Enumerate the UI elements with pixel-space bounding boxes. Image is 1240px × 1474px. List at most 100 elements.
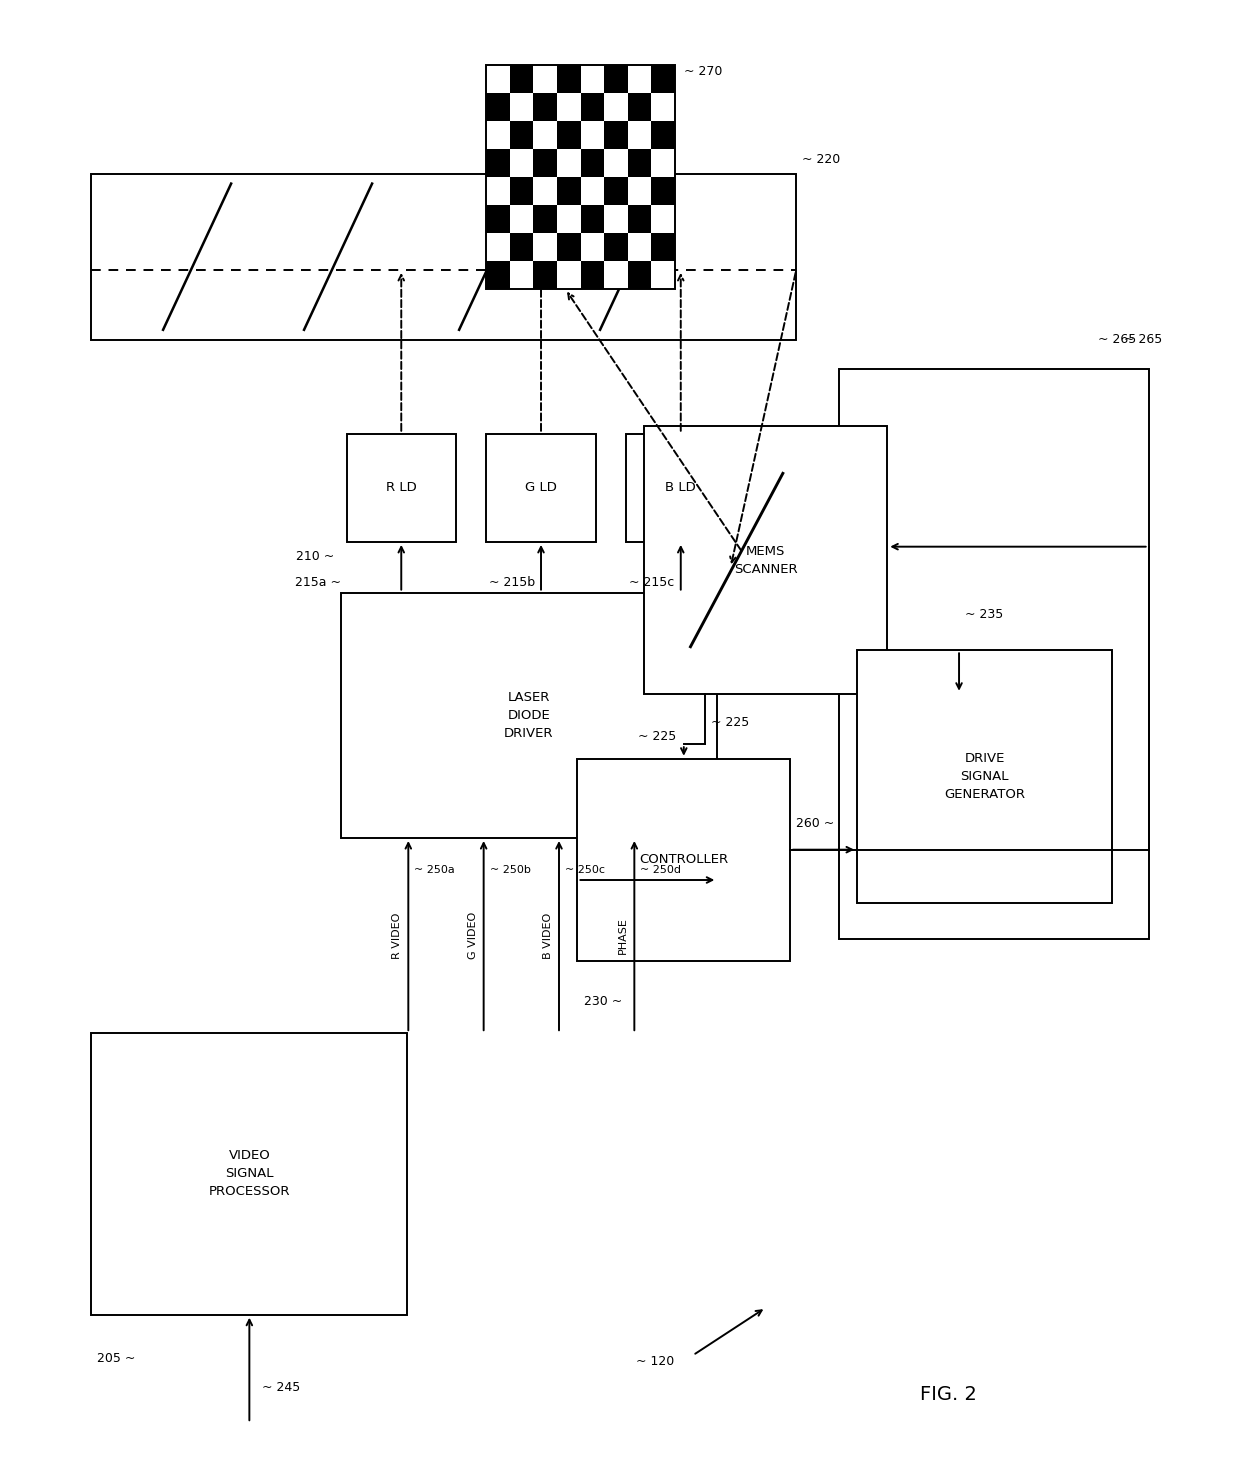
Text: 210 ~: 210 ~	[296, 550, 335, 563]
Bar	[557, 65, 580, 93]
Bar	[580, 261, 604, 289]
Text: G LD: G LD	[525, 482, 557, 494]
Text: ~ 245: ~ 245	[262, 1381, 300, 1393]
Bar	[580, 205, 604, 233]
Bar	[510, 65, 533, 93]
Bar	[580, 233, 604, 261]
Bar	[486, 93, 510, 121]
Text: VIDEO
SIGNAL
PROCESSOR: VIDEO SIGNAL PROCESSOR	[208, 1150, 290, 1198]
Bar	[486, 433, 595, 542]
Text: 205 ~: 205 ~	[98, 1352, 136, 1365]
Bar	[486, 149, 510, 177]
Bar	[627, 93, 651, 121]
Bar	[604, 121, 627, 149]
Bar	[838, 368, 1148, 939]
Text: ~ 250a: ~ 250a	[414, 865, 455, 876]
Bar	[533, 65, 557, 93]
Bar	[578, 759, 790, 961]
Bar	[510, 149, 533, 177]
Bar	[486, 205, 510, 233]
Bar	[627, 261, 651, 289]
Text: 230 ~: 230 ~	[584, 995, 621, 1008]
Text: PHASE: PHASE	[619, 917, 629, 954]
Bar	[651, 121, 675, 149]
Bar	[627, 65, 651, 93]
Bar	[533, 261, 557, 289]
Text: CONTROLLER: CONTROLLER	[640, 853, 728, 867]
Bar	[580, 93, 604, 121]
Bar	[604, 177, 627, 205]
Text: ~ 215b: ~ 215b	[489, 576, 534, 590]
Text: ~ 225: ~ 225	[712, 716, 749, 730]
Bar	[580, 177, 604, 205]
Bar	[341, 593, 717, 839]
Text: DRIVE
SIGNAL
GENERATOR: DRIVE SIGNAL GENERATOR	[944, 752, 1025, 802]
Bar	[510, 233, 533, 261]
Bar	[627, 149, 651, 177]
Text: LASER
DIODE
DRIVER: LASER DIODE DRIVER	[505, 691, 553, 740]
Bar	[533, 177, 557, 205]
Text: MEMS
SCANNER: MEMS SCANNER	[734, 544, 797, 575]
Text: ~ 215c: ~ 215c	[629, 576, 673, 590]
Bar	[92, 174, 796, 340]
Text: ~ 235: ~ 235	[966, 607, 1003, 621]
Bar	[857, 650, 1112, 904]
Bar	[580, 65, 604, 93]
Bar	[557, 149, 580, 177]
Bar	[626, 433, 735, 542]
Bar	[651, 93, 675, 121]
Bar	[486, 121, 510, 149]
Text: ~ 250c: ~ 250c	[565, 865, 605, 876]
Text: ~ 270: ~ 270	[684, 65, 723, 78]
Bar	[510, 121, 533, 149]
Bar	[346, 433, 456, 542]
Bar	[651, 177, 675, 205]
Bar	[557, 121, 580, 149]
Text: ~ 265: ~ 265	[1099, 333, 1136, 346]
Bar	[557, 233, 580, 261]
Bar	[651, 205, 675, 233]
Text: ~ 220: ~ 220	[802, 153, 841, 165]
Bar	[486, 261, 510, 289]
Text: B LD: B LD	[666, 482, 696, 494]
Text: R VIDEO: R VIDEO	[392, 912, 402, 958]
Bar	[604, 93, 627, 121]
Bar	[651, 149, 675, 177]
Bar	[651, 65, 675, 93]
Bar	[533, 121, 557, 149]
Text: ~ 265: ~ 265	[1125, 333, 1163, 346]
Bar	[604, 261, 627, 289]
Bar	[627, 121, 651, 149]
Bar	[510, 93, 533, 121]
Bar	[486, 233, 510, 261]
Bar	[604, 65, 627, 93]
Bar	[486, 65, 510, 93]
Bar	[533, 205, 557, 233]
Bar	[627, 177, 651, 205]
Bar	[557, 93, 580, 121]
Text: ~ 250b: ~ 250b	[490, 865, 531, 876]
Text: 215a ~: 215a ~	[295, 576, 341, 590]
Text: R LD: R LD	[386, 482, 417, 494]
Bar	[533, 149, 557, 177]
Text: ~ 225: ~ 225	[639, 731, 677, 743]
Text: 260 ~: 260 ~	[796, 817, 835, 830]
Bar	[510, 177, 533, 205]
Bar	[533, 93, 557, 121]
Bar	[604, 149, 627, 177]
Bar	[651, 261, 675, 289]
Bar	[557, 177, 580, 205]
Text: FIG. 2: FIG. 2	[920, 1384, 977, 1403]
Bar	[580, 149, 604, 177]
Text: ~ 120: ~ 120	[636, 1355, 675, 1368]
Bar	[557, 205, 580, 233]
Bar	[580, 121, 604, 149]
Bar	[92, 1033, 407, 1315]
Bar	[627, 233, 651, 261]
Bar	[486, 65, 675, 289]
Bar	[486, 177, 510, 205]
Text: G VIDEO: G VIDEO	[467, 912, 477, 960]
Bar	[533, 233, 557, 261]
Text: ~ 250d: ~ 250d	[640, 865, 682, 876]
Bar	[627, 205, 651, 233]
